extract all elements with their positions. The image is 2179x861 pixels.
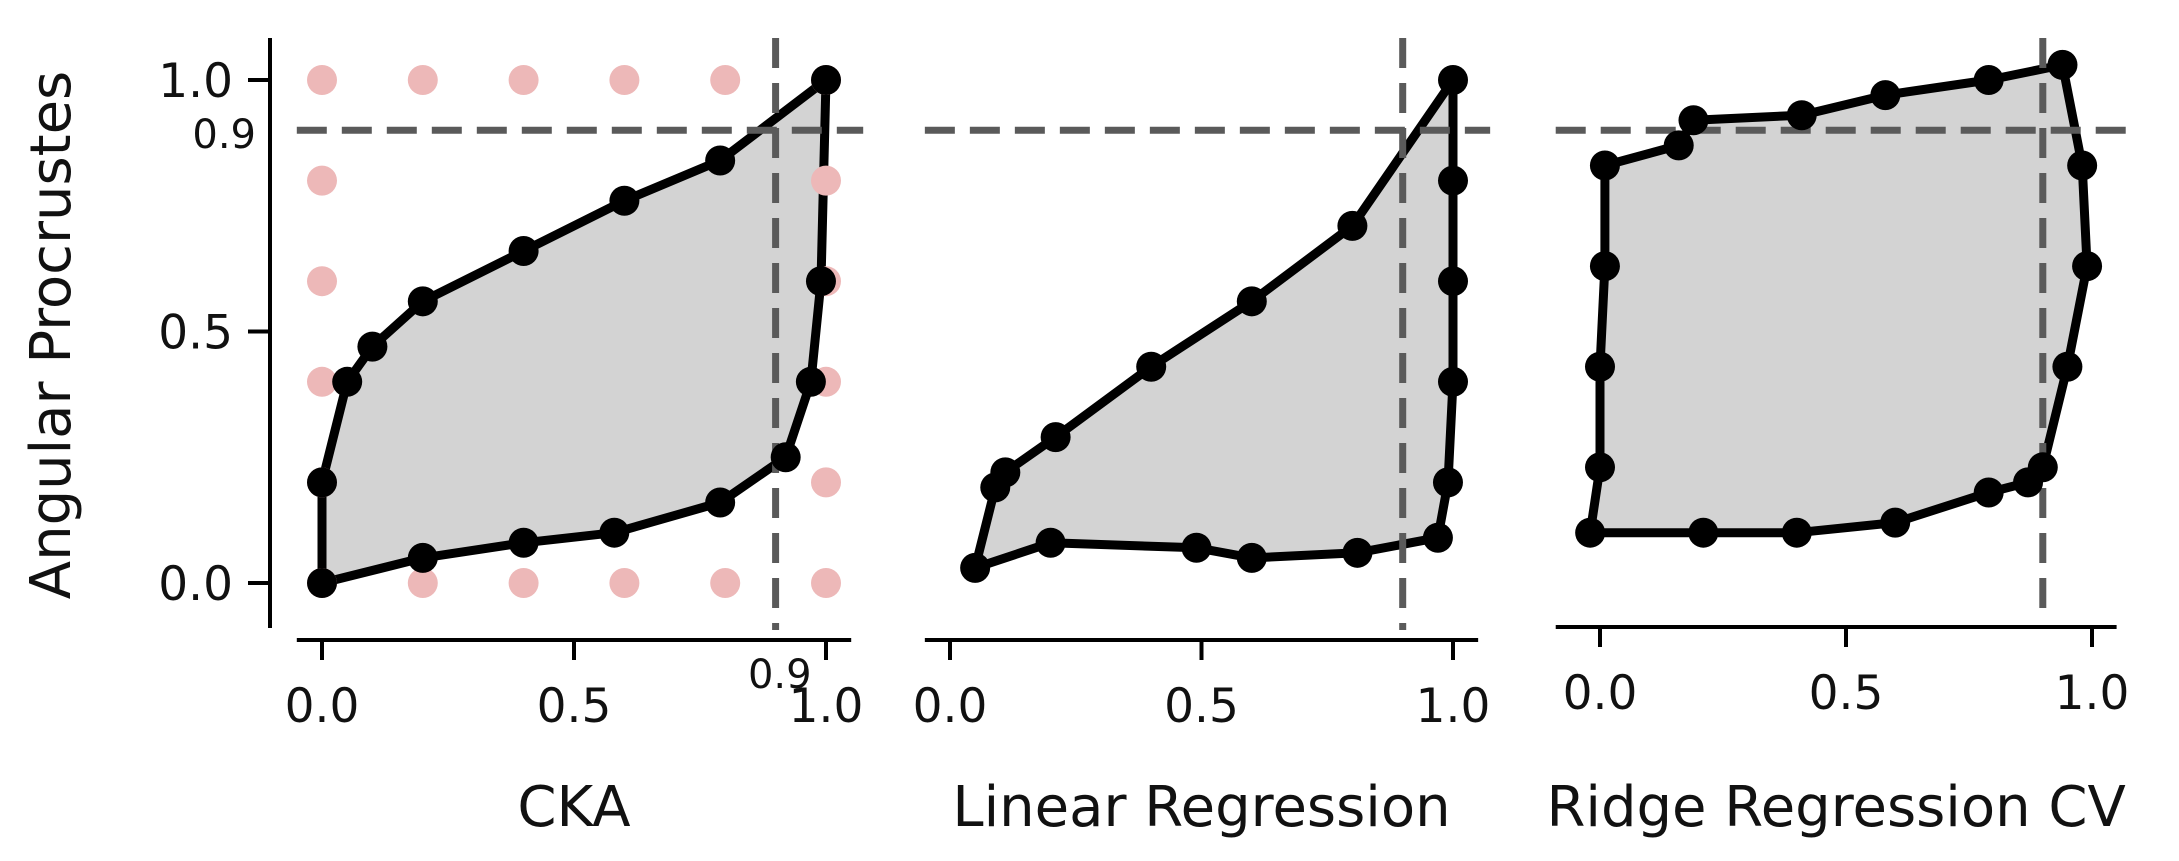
hull-point <box>1236 286 1267 317</box>
hull-point <box>609 185 640 216</box>
hull-point <box>1678 105 1709 136</box>
hull-point <box>1585 351 1615 382</box>
hull-point <box>960 552 991 583</box>
hull-point <box>407 542 438 573</box>
grid-point <box>811 467 841 498</box>
hull-point <box>1589 251 1620 282</box>
hull-point <box>1136 351 1167 382</box>
hull-point <box>332 366 363 397</box>
hull-point <box>1781 517 1812 548</box>
grid-point <box>811 568 841 598</box>
hull-point <box>1438 366 1468 397</box>
grid-point <box>508 65 539 95</box>
hull-point <box>508 236 539 267</box>
hull-point <box>357 331 388 362</box>
hull-point <box>307 467 337 498</box>
hull-point <box>1040 422 1071 453</box>
x-reference-label: 0.9 <box>748 652 812 698</box>
x-axis-title: CKA <box>517 775 630 840</box>
hull-point <box>407 286 438 317</box>
y-reference-label: 0.9 <box>192 112 256 158</box>
x-tick-label: 0.5 <box>1164 679 1239 734</box>
hull-point <box>770 442 801 473</box>
hull-region <box>970 75 1458 573</box>
y-tick-label: 1.0 <box>158 54 233 109</box>
hull-point <box>1589 150 1620 181</box>
hull-point <box>1342 537 1373 568</box>
x-tick-label: 0.0 <box>285 679 360 734</box>
hull-point <box>795 366 826 397</box>
hull-point <box>599 517 630 548</box>
hull-point <box>1438 65 1468 95</box>
x-tick-label: 0.5 <box>537 679 612 734</box>
hull-point <box>2047 49 2078 80</box>
grid-point <box>609 65 640 95</box>
hull-point <box>705 487 736 518</box>
hull-point <box>508 527 539 558</box>
hull-point <box>705 145 736 176</box>
hull-point <box>1585 452 1615 483</box>
grid-point <box>307 266 337 297</box>
x-tick-label: 0.0 <box>1563 666 1638 721</box>
hull-point <box>1973 477 2004 508</box>
hull-point <box>1181 532 1212 563</box>
hull-point <box>307 568 337 598</box>
hull-region <box>317 75 831 588</box>
hull-point <box>1663 130 1694 161</box>
hull-point <box>1438 165 1468 196</box>
hull-point <box>2072 251 2103 282</box>
grid-point <box>407 568 438 598</box>
hull-point <box>805 266 836 297</box>
grid-point <box>609 568 640 598</box>
y-tick-label: 0.0 <box>158 557 233 612</box>
hull-point <box>1337 210 1368 241</box>
x-tick-label: 1.0 <box>1416 679 1491 734</box>
hull-point <box>980 472 1011 503</box>
hull-point <box>1035 527 1066 558</box>
hull-point <box>1688 517 1719 548</box>
x-axis-title: Ridge Regression CV <box>1546 775 2125 840</box>
grid-point <box>710 568 741 598</box>
hull-point <box>1575 517 1606 548</box>
grid-point <box>710 65 741 95</box>
hull-point <box>1973 65 2004 95</box>
hull-point <box>1870 80 1901 111</box>
hull-point <box>1786 100 1817 131</box>
hull-point <box>1236 542 1267 573</box>
hull-point <box>1880 507 1911 538</box>
hull-point <box>1422 522 1453 553</box>
hull-point <box>1432 467 1463 498</box>
grid-point <box>508 568 539 598</box>
hull-point <box>2052 351 2083 382</box>
x-tick-label: 0.5 <box>1809 666 1884 721</box>
y-axis-title: Angular Procrustes <box>19 71 84 599</box>
panel-2: 0.0 0.5 1.0 Linear Regression <box>913 38 1491 840</box>
hull-point <box>2027 452 2058 483</box>
hull-region <box>1585 60 2092 538</box>
panel-3: 0.0 0.5 1.0 Ridge Regression CV <box>1546 38 2129 840</box>
grid-point <box>307 366 337 397</box>
hull-point <box>811 65 841 95</box>
hull-point <box>2067 150 2098 181</box>
y-tick-label: 0.5 <box>158 306 233 361</box>
grid-point <box>811 165 841 196</box>
grid-point <box>407 65 438 95</box>
hull-point <box>1438 266 1468 297</box>
x-tick-label: 1.0 <box>789 679 864 734</box>
grid-point <box>307 165 337 196</box>
grid-point <box>307 65 337 95</box>
x-axis-title: Linear Regression <box>952 775 1450 840</box>
x-tick-label: 1.0 <box>2055 666 2130 721</box>
x-tick-label: 0.0 <box>913 679 988 734</box>
